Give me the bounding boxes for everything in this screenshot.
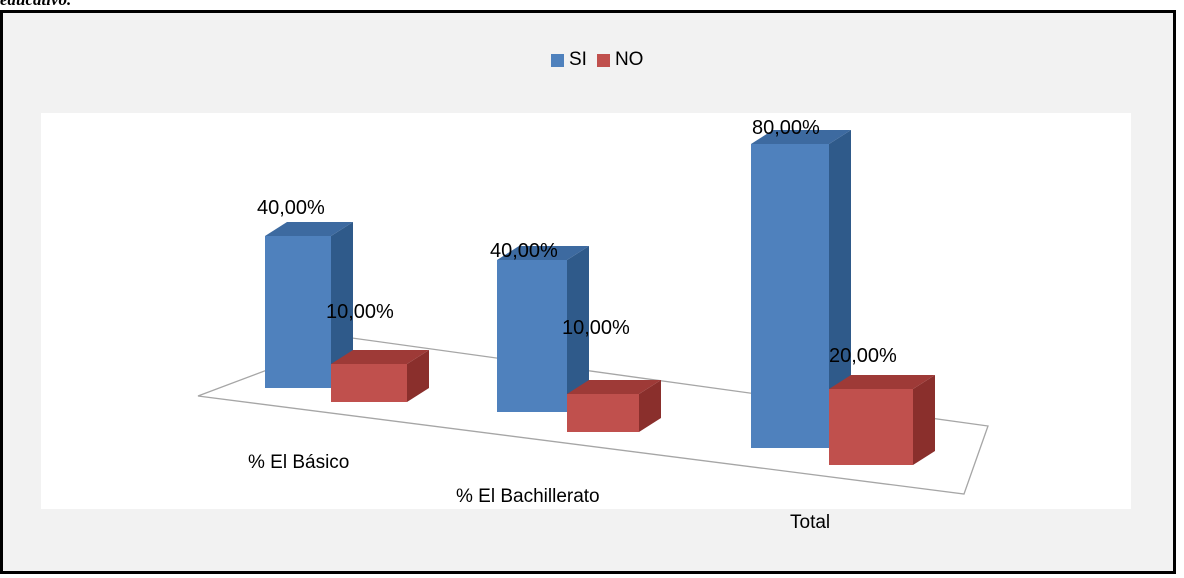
bar-si-1-top xyxy=(497,246,589,260)
bar-no-2 xyxy=(829,389,913,465)
category-label-0: % El Básico xyxy=(248,452,349,473)
bar-no-0-top xyxy=(331,350,429,364)
bar-si-0-top xyxy=(265,222,353,236)
legend-swatch-no xyxy=(596,53,610,67)
data-label-no-2: 20,00% xyxy=(829,345,897,367)
bar-no-2-side xyxy=(913,375,935,465)
category-label-1: % El Bachillerato xyxy=(456,486,600,507)
bar-si-0-side xyxy=(331,222,353,388)
legend-label-no: NO xyxy=(614,49,644,70)
data-label-no-0: 10,00% xyxy=(326,301,394,323)
bar-no-1 xyxy=(567,394,639,432)
bar-no-1-top xyxy=(567,380,661,394)
bar-si-1 xyxy=(497,260,567,412)
data-label-si-2: 80,00% xyxy=(752,117,820,139)
bar-no-1-side xyxy=(639,380,661,432)
bar-no-0-side xyxy=(407,350,429,402)
data-label-si-1: 40,00% xyxy=(490,240,558,262)
bar-si-2-top xyxy=(751,130,851,144)
bar-si-0 xyxy=(265,236,331,388)
data-label-no-1: 10,00% xyxy=(562,317,630,339)
caption-fragment: educativo. xyxy=(0,0,71,10)
legend: SI NO xyxy=(551,49,643,71)
category-label-2: Total xyxy=(790,512,830,533)
legend-item-si: SI xyxy=(551,49,587,71)
bar-si-2-side xyxy=(829,130,851,448)
legend-label-si: SI xyxy=(569,49,587,70)
legend-item-no: NO xyxy=(596,49,644,71)
bar-no-0 xyxy=(331,364,407,402)
bar-si-1-side xyxy=(567,246,589,412)
data-label-si-0: 40,00% xyxy=(257,197,325,219)
bar-no-2-top xyxy=(829,375,935,389)
legend-swatch-si xyxy=(551,53,564,67)
bar-si-2 xyxy=(751,144,829,448)
